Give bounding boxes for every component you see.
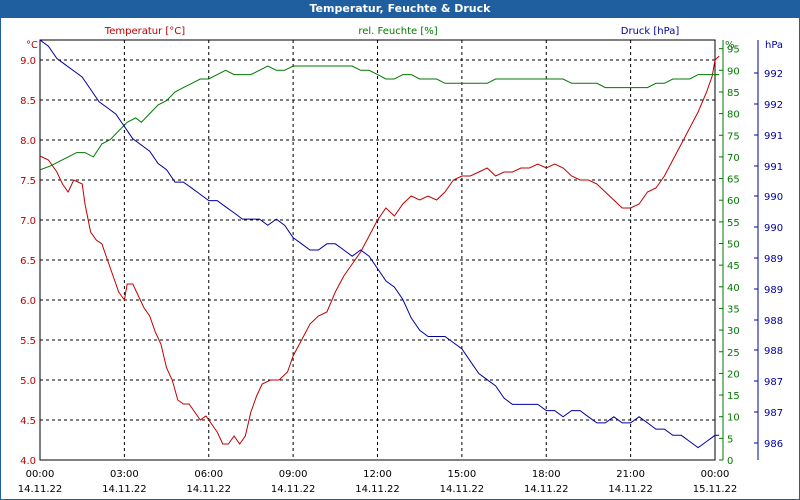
humidity-tick-label: 30 <box>727 326 740 337</box>
pressure-tick-label: 987 <box>764 377 783 388</box>
pressure-tick-label: 987 <box>764 408 783 419</box>
x-tick-date: 14.11.22 <box>355 484 400 495</box>
axis-labels: 4.0 4.5 5.0 5.5 6.0 6.5 7.0 7.5 8.0 8.5 9.0 °C 00:00… <box>18 26 783 495</box>
humidity-tick-label: 15 <box>727 391 740 402</box>
humidity-tick-label: 55 <box>727 218 740 229</box>
x-tick-date: 14.11.22 <box>102 484 147 495</box>
humidity-tick-label: 65 <box>727 175 740 186</box>
humidity-unit: % <box>725 40 735 51</box>
x-tick-time: 18:00 <box>532 469 561 480</box>
x-tick-time: 06:00 <box>194 469 223 480</box>
x-tick-time: 00:00 <box>701 469 730 480</box>
x-tick-date: 14.11.22 <box>18 484 63 495</box>
humidity-tick-label: 70 <box>727 153 740 164</box>
temperature-tick-label: 5.0 <box>20 376 36 387</box>
pressure-tick-label: 990 <box>764 223 783 234</box>
humidity-tick-label: 50 <box>727 240 740 251</box>
series-line-left <box>39 55 720 445</box>
pressure-tick-label: 990 <box>764 192 783 203</box>
humidity-tick-label: 85 <box>727 88 740 99</box>
humidity-tick-label: 60 <box>727 196 740 207</box>
x-tick-time: 21:00 <box>616 469 645 480</box>
humidity-tick-label: 75 <box>727 131 740 142</box>
temperature-tick-label: 5.5 <box>20 336 36 347</box>
grid <box>39 39 759 461</box>
pressure-tick-label: 989 <box>764 254 783 265</box>
pressure-tick-label: 989 <box>764 285 783 296</box>
x-tick-date: 14.11.22 <box>271 484 316 495</box>
temperature-tick-label: 7.0 <box>20 216 36 227</box>
series-line-right2 <box>39 39 720 449</box>
x-tick-time: 09:00 <box>279 469 308 480</box>
legend-temperature: Temperatur [°C] <box>104 26 185 37</box>
temperature-unit: °C <box>26 40 38 51</box>
pressure-tick-label: 992 <box>764 100 783 111</box>
legend-humidity: rel. Feuchte [%] <box>358 26 437 37</box>
humidity-tick-label: 45 <box>727 261 740 272</box>
x-tick-date: 14.11.22 <box>186 484 231 495</box>
x-tick-time: 12:00 <box>363 469 392 480</box>
temperature-tick-label: 8.0 <box>20 136 36 147</box>
pressure-tick-label: 986 <box>764 439 783 450</box>
temperature-tick-label: 4.5 <box>20 416 36 427</box>
humidity-tick-label: 80 <box>727 110 740 121</box>
humidity-tick-label: 20 <box>727 369 740 380</box>
x-tick-time: 00:00 <box>26 469 55 480</box>
pressure-tick-label: 991 <box>764 162 783 173</box>
window-title: Temperatur, Feuchte & Druck <box>0 0 800 18</box>
legend-pressure: Druck [hPa] <box>621 26 680 37</box>
humidity-tick-label: 40 <box>727 283 740 294</box>
x-tick-date: 15.11.22 <box>693 484 738 495</box>
humidity-tick-label: 25 <box>727 348 740 359</box>
x-tick-date: 14.11.22 <box>608 484 653 495</box>
humidity-tick-label: 95 <box>727 45 740 56</box>
temperature-tick-label: 8.5 <box>20 96 36 107</box>
temperature-tick-label: 7.5 <box>20 176 36 187</box>
humidity-tick-label: 35 <box>727 304 740 315</box>
temperature-tick-label: 6.0 <box>20 296 36 307</box>
pressure-tick-label: 991 <box>764 131 783 142</box>
temperature-tick-label: 6.5 <box>20 256 36 267</box>
x-tick-date: 14.11.22 <box>524 484 569 495</box>
pressure-tick-label: 992 <box>764 69 783 80</box>
pressure-unit: hPa <box>765 40 783 51</box>
series-line-right1 <box>39 65 720 171</box>
humidity-tick-label: 90 <box>727 66 740 77</box>
temperature-tick-label: 9.0 <box>20 56 36 67</box>
x-tick-date: 14.11.22 <box>440 484 485 495</box>
humidity-tick-label: 0 <box>727 456 733 467</box>
humidity-tick-label: 10 <box>727 413 740 424</box>
series-lines <box>39 39 720 449</box>
pressure-tick-label: 988 <box>764 316 783 327</box>
x-tick-time: 03:00 <box>110 469 139 480</box>
temperature-tick-label: 4.0 <box>20 456 36 467</box>
x-tick-time: 15:00 <box>447 469 476 480</box>
humidity-tick-label: 5 <box>727 434 733 445</box>
pressure-tick-label: 988 <box>764 346 783 357</box>
